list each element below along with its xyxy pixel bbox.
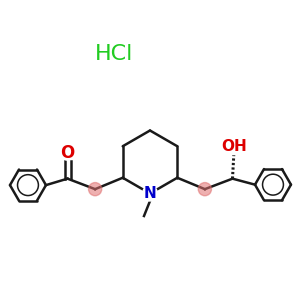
Text: OH: OH [221,139,247,154]
Circle shape [142,186,158,201]
Text: N: N [144,186,156,201]
Text: O: O [60,144,75,162]
Text: HCl: HCl [95,44,133,64]
Circle shape [226,138,242,155]
Circle shape [88,182,102,196]
Circle shape [61,146,74,160]
Circle shape [198,182,212,196]
